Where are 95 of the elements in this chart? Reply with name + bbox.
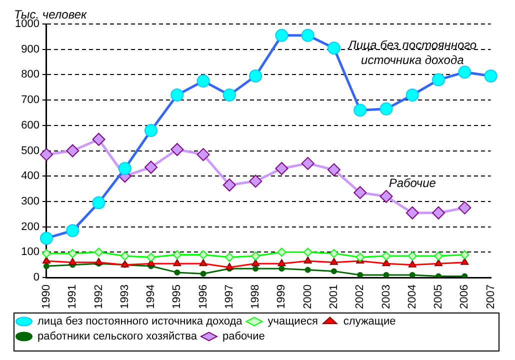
point xyxy=(436,273,442,278)
point xyxy=(225,262,234,270)
point xyxy=(357,272,364,278)
point xyxy=(92,132,106,146)
point xyxy=(304,266,311,273)
point xyxy=(275,162,288,176)
point xyxy=(43,263,50,270)
point xyxy=(278,266,285,272)
point xyxy=(408,251,417,260)
point xyxy=(434,251,444,260)
x-tick-label: 1990 xyxy=(40,284,52,310)
point xyxy=(460,250,470,260)
point xyxy=(196,148,210,162)
point xyxy=(198,250,208,260)
point xyxy=(382,259,390,266)
x-tick-label: 2005 xyxy=(432,284,445,310)
point xyxy=(304,256,312,264)
x-tick-label: 1997 xyxy=(223,284,236,310)
y-tick-label: 800 xyxy=(21,68,40,81)
point xyxy=(277,248,286,257)
point xyxy=(408,260,416,268)
x-tick-label: 1991 xyxy=(66,284,79,310)
point xyxy=(330,268,337,274)
point xyxy=(199,259,208,266)
point xyxy=(170,142,184,156)
legend-label: лица без постоянного источника дохода xyxy=(38,316,244,328)
y-tick-label: 900 xyxy=(21,43,40,56)
point xyxy=(458,201,472,214)
point xyxy=(68,258,77,265)
point xyxy=(94,258,103,265)
point xyxy=(94,248,104,257)
point xyxy=(146,252,156,262)
point xyxy=(380,190,393,203)
point xyxy=(434,259,442,266)
annotation: Рабочие xyxy=(388,176,436,190)
x-tick-label: 1992 xyxy=(92,284,105,310)
x-tick-label: 1994 xyxy=(145,284,158,310)
point xyxy=(432,206,446,220)
x-tick-label: 1995 xyxy=(171,284,184,310)
legend-label: учащиеся xyxy=(268,316,318,328)
point xyxy=(251,251,260,260)
point xyxy=(462,273,468,278)
y-tick-label: 300 xyxy=(21,196,40,208)
point xyxy=(356,252,365,262)
point xyxy=(249,174,262,188)
y-tick-label: 0 xyxy=(33,272,40,284)
x-tick-label: 2004 xyxy=(406,284,418,310)
point xyxy=(42,248,51,258)
x-tick-label: 2007 xyxy=(484,284,497,310)
legend-label: работники сельского хозяйства xyxy=(38,330,198,343)
x-tick-label: 1996 xyxy=(197,284,210,310)
point xyxy=(120,251,130,260)
point xyxy=(144,160,158,174)
point xyxy=(222,178,236,192)
y-tick-label: 400 xyxy=(21,170,40,182)
x-tick-label: 2006 xyxy=(458,284,471,310)
point xyxy=(301,156,314,170)
x-tick-label: 1999 xyxy=(276,284,288,310)
y-tick-label: 1000 xyxy=(14,18,40,30)
y-tick-label: 500 xyxy=(21,144,40,157)
legend-label: рабочие xyxy=(222,330,265,343)
x-tick-label: 2003 xyxy=(380,284,392,310)
x-tick-label: 2001 xyxy=(328,284,340,310)
point xyxy=(66,144,80,158)
point xyxy=(172,250,182,260)
point xyxy=(40,148,53,162)
point xyxy=(252,259,260,266)
point xyxy=(42,256,50,264)
point xyxy=(173,259,182,266)
y-tick-label: 100 xyxy=(21,246,40,258)
x-tick-label: 1993 xyxy=(118,284,131,310)
point xyxy=(460,258,469,265)
point xyxy=(278,259,286,266)
y-tick-label: 700 xyxy=(21,94,40,106)
legend-label: служащие xyxy=(343,316,396,328)
point xyxy=(224,252,234,262)
y-tick-label: 600 xyxy=(21,119,40,132)
point xyxy=(409,272,416,278)
point xyxy=(174,269,180,276)
point xyxy=(252,266,259,272)
y-tick-label: 200 xyxy=(21,220,40,233)
x-tick-label: 1998 xyxy=(250,284,262,310)
point xyxy=(303,248,312,257)
x-tick-label: 2002 xyxy=(354,284,366,310)
point xyxy=(330,258,338,265)
point xyxy=(329,248,338,258)
annotation: Лица без постоянного источника дохода xyxy=(347,38,477,67)
point xyxy=(406,206,419,220)
point xyxy=(354,186,367,200)
point xyxy=(68,248,78,258)
point xyxy=(327,163,340,176)
point xyxy=(200,270,206,277)
x-tick-label: 2000 xyxy=(302,284,314,310)
point xyxy=(383,272,390,278)
point xyxy=(382,251,391,260)
